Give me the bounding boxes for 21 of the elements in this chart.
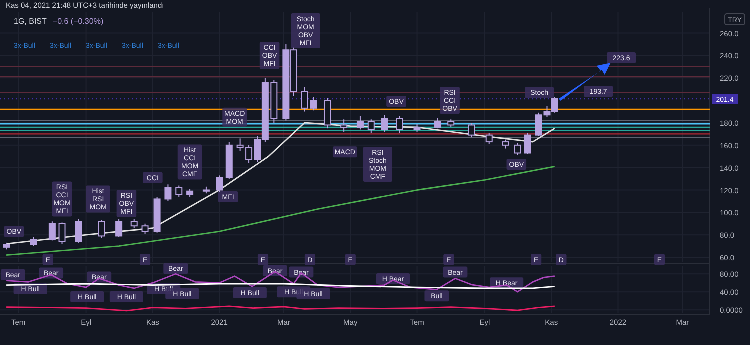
candlestick [164, 184, 172, 202]
candlestick [48, 221, 56, 242]
candlestick [396, 116, 404, 134]
candlestick [368, 119, 375, 134]
candlestick [216, 175, 224, 193]
text: 1G, BIST [14, 17, 47, 26]
candlestick [340, 119, 348, 132]
candlestick [434, 118, 442, 130]
candlestick [514, 142, 522, 156]
candlestick [486, 132, 493, 145]
candlestick [356, 116, 364, 130]
candlestick [75, 218, 82, 244]
candlestick [468, 122, 476, 138]
candlestick [524, 132, 532, 155]
text: −0.6 (−0.30%) [52, 17, 104, 26]
candlestick [142, 223, 149, 234]
candlestick [380, 114, 388, 132]
candlestick [176, 185, 183, 198]
candlestick [58, 222, 66, 245]
candlestick [116, 218, 123, 238]
candlestick [98, 220, 106, 239]
